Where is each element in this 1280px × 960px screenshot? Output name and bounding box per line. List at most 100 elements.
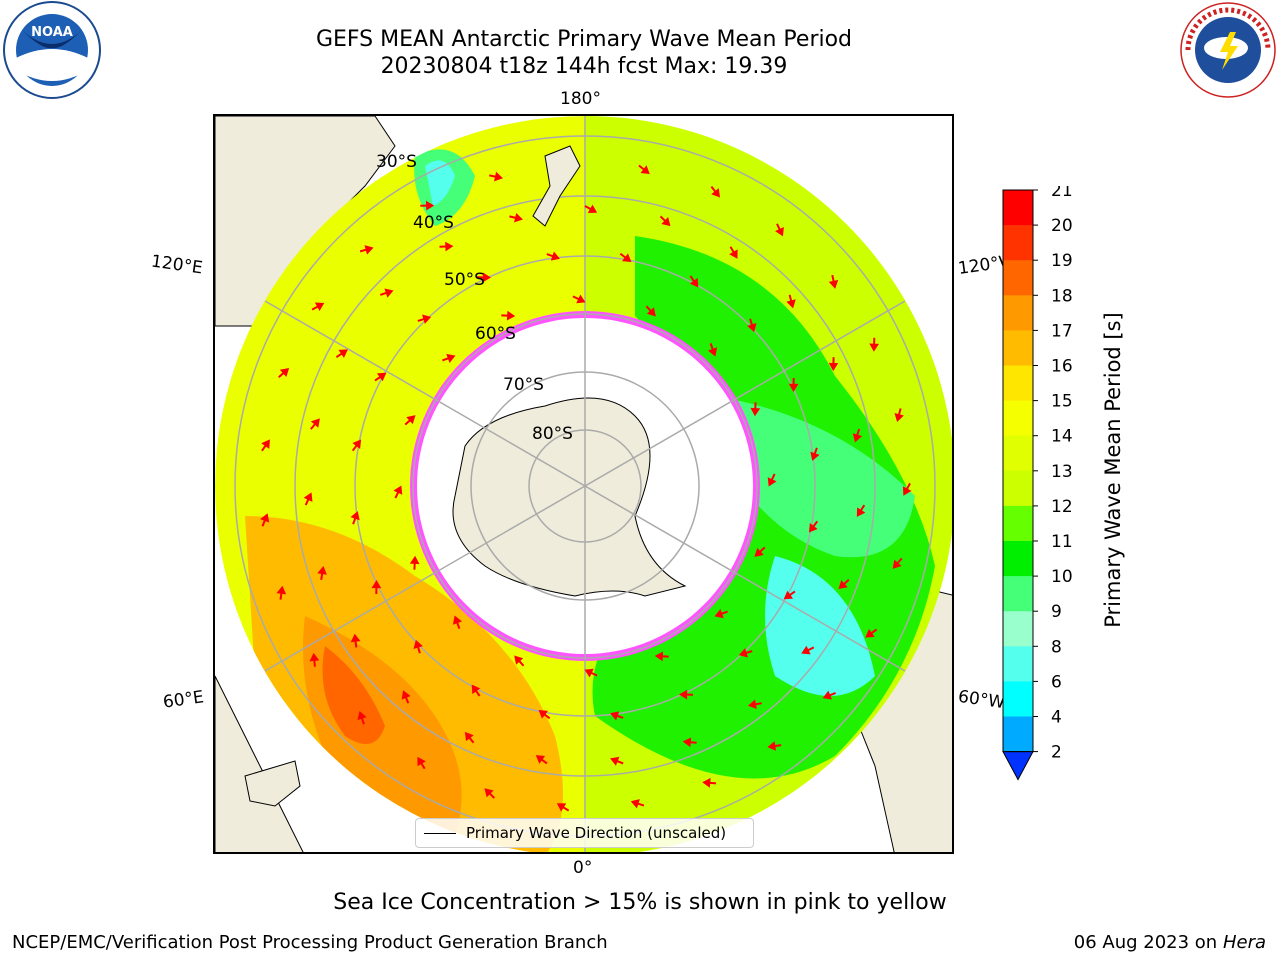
wave-direction-arrowhead	[828, 279, 839, 289]
colorbar-tick-label: 20	[1051, 216, 1073, 236]
wave-direction-arrowhead	[576, 294, 586, 304]
lon-label-120e: 120°E	[149, 251, 204, 279]
legend-line-icon	[424, 832, 456, 834]
colorbar-segment	[1003, 190, 1033, 226]
wave-direction-arrowhead	[810, 451, 820, 461]
wave-direction-arrowhead	[630, 799, 640, 809]
wave-direction-arrowhead	[371, 580, 382, 589]
wave-direction-arrowhead	[747, 323, 757, 333]
polar-map-canvas	[215, 116, 952, 852]
wave-direction-arrowhead	[406, 415, 416, 425]
wave-direction-arrowhead	[338, 349, 348, 358]
wave-direction-arrowhead	[350, 511, 360, 521]
wave-direction-arrowhead	[417, 756, 426, 767]
colorbar-segment	[1003, 541, 1033, 577]
colorbar-segment	[1003, 576, 1033, 612]
wave-direction-arrowhead	[786, 299, 796, 309]
wave-direction-arrowhead	[464, 731, 474, 742]
colorbar-tick-label: 2	[1051, 743, 1062, 763]
colorbar-svg: 21 20 19 18 17 16 15 14 13 12 11 10 9 8 6 4 2	[1002, 181, 1073, 781]
wave-direction-arrowhead	[788, 383, 799, 392]
wave-direction-arrowhead	[514, 655, 524, 665]
wave-direction-arrowhead	[738, 648, 748, 658]
nws-logo	[1178, 0, 1278, 100]
wave-direction-arrowhead	[384, 288, 394, 298]
footer-branch: NCEP/EMC/Verification Post Processing Pr…	[12, 932, 608, 953]
colorbar-tick-label: 6	[1051, 672, 1062, 692]
wave-direction-arrowhead	[364, 245, 374, 255]
wave-direction-arrowhead	[902, 486, 912, 496]
wave-direction-arrowhead	[422, 314, 432, 324]
wave-direction-arrowhead	[550, 251, 560, 261]
wave-direction-arrowhead	[610, 711, 620, 721]
svg-text:NOAA: NOAA	[31, 25, 73, 40]
wave-direction-arrowhead	[260, 513, 270, 523]
legend-label: Primary Wave Direction (unscaled)	[466, 824, 727, 842]
wave-direction-arrowhead	[894, 412, 904, 422]
wave-direction-arrowhead	[357, 710, 367, 721]
wave-direction-arrowhead	[754, 547, 764, 557]
colorbar-segment	[1003, 681, 1033, 717]
colorbar-segment	[1003, 330, 1033, 366]
wave-direction-arrowhead	[471, 684, 481, 695]
wave-direction-arrowhead	[856, 507, 866, 517]
wave-direction-arrowhead	[514, 212, 523, 223]
wave-direction-arrowhead	[584, 668, 594, 678]
colorbar-tick-label: 19	[1051, 251, 1073, 271]
colorbar-tick-label: 21	[1051, 186, 1073, 201]
wave-direction-arrowhead	[714, 608, 724, 619]
wave-direction-arrowhead	[506, 310, 516, 321]
wave-direction-arrowhead	[711, 188, 721, 198]
colorbar-tick-label: 12	[1051, 497, 1073, 517]
wave-direction-arrowhead	[393, 485, 403, 495]
wave-direction-arrowhead	[279, 368, 290, 377]
colorbar-label: Primary Wave Mean Period [s]	[1101, 312, 1125, 628]
wave-direction-arrowhead	[446, 353, 456, 364]
wave-direction-arrowhead	[654, 651, 664, 662]
lat-label-40s: 40°S	[413, 213, 454, 233]
colorbar-segment	[1003, 225, 1033, 261]
colorbar-tick-label: 10	[1051, 567, 1073, 587]
colorbar-segment	[1003, 365, 1033, 402]
wave-direction-arrowhead	[276, 585, 287, 595]
wave-direction-arrowhead	[587, 204, 598, 214]
lat-label-70s: 70°S	[503, 375, 544, 395]
colorbar: 21 20 19 18 17 16 15 14 13 12 11 10 9 8 6 4 2	[1000, 181, 1080, 790]
colorbar-tick-label: 8	[1051, 637, 1062, 657]
lon-label-60e: 60°E	[161, 687, 206, 713]
wave-direction-arrowhead	[622, 253, 632, 263]
footer-date-text: 06 Aug 2023 on	[1073, 932, 1218, 953]
wave-direction-arrowhead	[452, 615, 463, 625]
lat-label-60s: 60°S	[475, 324, 516, 344]
wave-direction-arrowhead	[640, 165, 650, 175]
wave-direction-arrowhead	[413, 639, 423, 649]
wave-direction-arrowhead	[852, 433, 863, 443]
lat-label-80s: 80°S	[532, 424, 573, 444]
colorbar-tick-label: 4	[1051, 708, 1062, 728]
lon-label-0: 0°	[573, 858, 593, 878]
wave-direction-arrowhead	[317, 565, 327, 575]
colorbar-tick-label: 16	[1051, 357, 1073, 377]
wave-direction-arrowhead	[484, 788, 494, 798]
wave-direction-arrowhead	[261, 439, 270, 449]
polar-map	[213, 114, 954, 854]
wave-direction-arrowhead	[828, 362, 839, 372]
wave-direction-arrowhead	[783, 590, 794, 600]
land-antarctica	[452, 397, 687, 597]
wave-direction-arrowhead	[767, 477, 777, 487]
colorbar-segment	[1003, 505, 1033, 542]
wave-direction-arrowhead	[350, 633, 361, 643]
wave-direction-arrowhead	[309, 652, 320, 662]
colorbar-tick-label: 17	[1051, 321, 1073, 341]
wave-direction-arrowhead	[310, 418, 320, 428]
wave-direction-arrowhead	[610, 756, 620, 766]
noaa-logo: NOAA	[2, 0, 102, 100]
wave-direction-arrowhead	[682, 737, 692, 748]
wave-direction-arrowhead	[445, 241, 454, 252]
wave-direction-arrowhead	[892, 559, 902, 569]
wave-direction-arrowhead	[646, 307, 656, 317]
lon-label-60w: 60°W	[956, 686, 1007, 714]
wave-direction-arrowhead	[808, 523, 818, 533]
colorbar-tick-label: 14	[1051, 427, 1073, 447]
colorbar-segment	[1003, 611, 1033, 647]
